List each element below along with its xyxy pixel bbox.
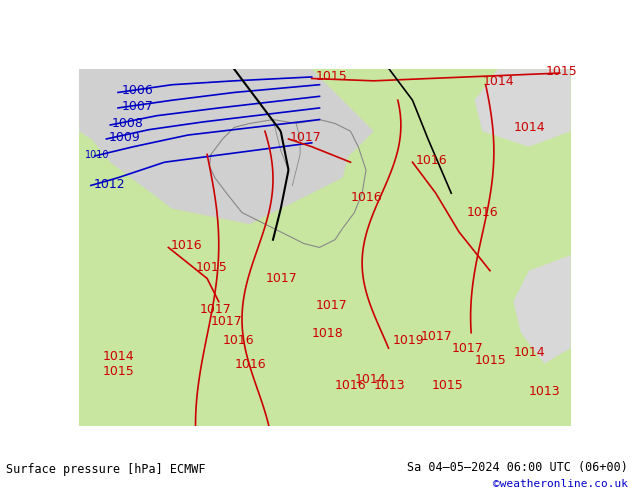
Text: 1015: 1015	[195, 261, 227, 274]
Text: 1016: 1016	[223, 334, 254, 347]
Text: 1017: 1017	[316, 299, 347, 313]
Text: 1015: 1015	[103, 366, 134, 378]
Text: 1016: 1016	[351, 191, 382, 204]
Text: 1007: 1007	[122, 99, 154, 113]
Text: 1015: 1015	[316, 70, 347, 83]
Text: 1017: 1017	[451, 342, 483, 355]
Text: Sa 04–05–2024 06:00 UTC (06+00): Sa 04–05–2024 06:00 UTC (06+00)	[407, 461, 628, 473]
Text: Surface pressure [hPa] ECMWF: Surface pressure [hPa] ECMWF	[6, 463, 206, 476]
Text: 1013: 1013	[529, 385, 560, 398]
Polygon shape	[79, 69, 374, 209]
Text: 1012: 1012	[93, 178, 125, 191]
Text: 1017: 1017	[265, 272, 297, 285]
Text: 1017: 1017	[199, 303, 231, 317]
Text: 1014: 1014	[514, 121, 545, 134]
Polygon shape	[79, 69, 571, 426]
Text: 1014: 1014	[354, 373, 386, 386]
Text: 1016: 1016	[335, 378, 366, 392]
Polygon shape	[514, 255, 571, 364]
Text: 1013: 1013	[374, 378, 405, 392]
Text: ©weatheronline.co.uk: ©weatheronline.co.uk	[493, 479, 628, 490]
Polygon shape	[474, 69, 571, 147]
Text: 1017: 1017	[290, 130, 322, 144]
Text: 1015: 1015	[474, 354, 507, 367]
Text: 1014: 1014	[482, 74, 514, 88]
Text: 1010: 1010	[86, 150, 110, 160]
Text: 1016: 1016	[467, 206, 498, 220]
Text: 1009: 1009	[108, 131, 141, 144]
Text: 1015: 1015	[546, 65, 578, 77]
Text: 1014: 1014	[103, 350, 134, 363]
Text: 1015: 1015	[432, 378, 463, 392]
Text: 1017: 1017	[420, 330, 452, 343]
Text: 1016: 1016	[234, 358, 266, 370]
Text: 1008: 1008	[112, 117, 144, 130]
Text: 1019: 1019	[393, 334, 425, 347]
Polygon shape	[79, 69, 358, 224]
Text: 1014: 1014	[514, 346, 545, 359]
Text: 1018: 1018	[312, 326, 344, 340]
Text: 1016: 1016	[171, 239, 202, 252]
Text: 1016: 1016	[416, 154, 447, 167]
Text: 1017: 1017	[211, 315, 243, 328]
Text: 1006: 1006	[122, 84, 153, 97]
